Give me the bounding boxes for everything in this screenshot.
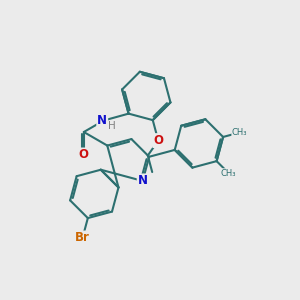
Text: CH₃: CH₃ xyxy=(221,169,236,178)
Text: H: H xyxy=(108,121,116,131)
Text: N: N xyxy=(97,114,107,127)
Text: Br: Br xyxy=(75,232,90,244)
Text: O: O xyxy=(79,148,89,161)
Text: CH₃: CH₃ xyxy=(232,128,247,137)
Text: N: N xyxy=(138,174,148,188)
Text: O: O xyxy=(153,134,163,147)
